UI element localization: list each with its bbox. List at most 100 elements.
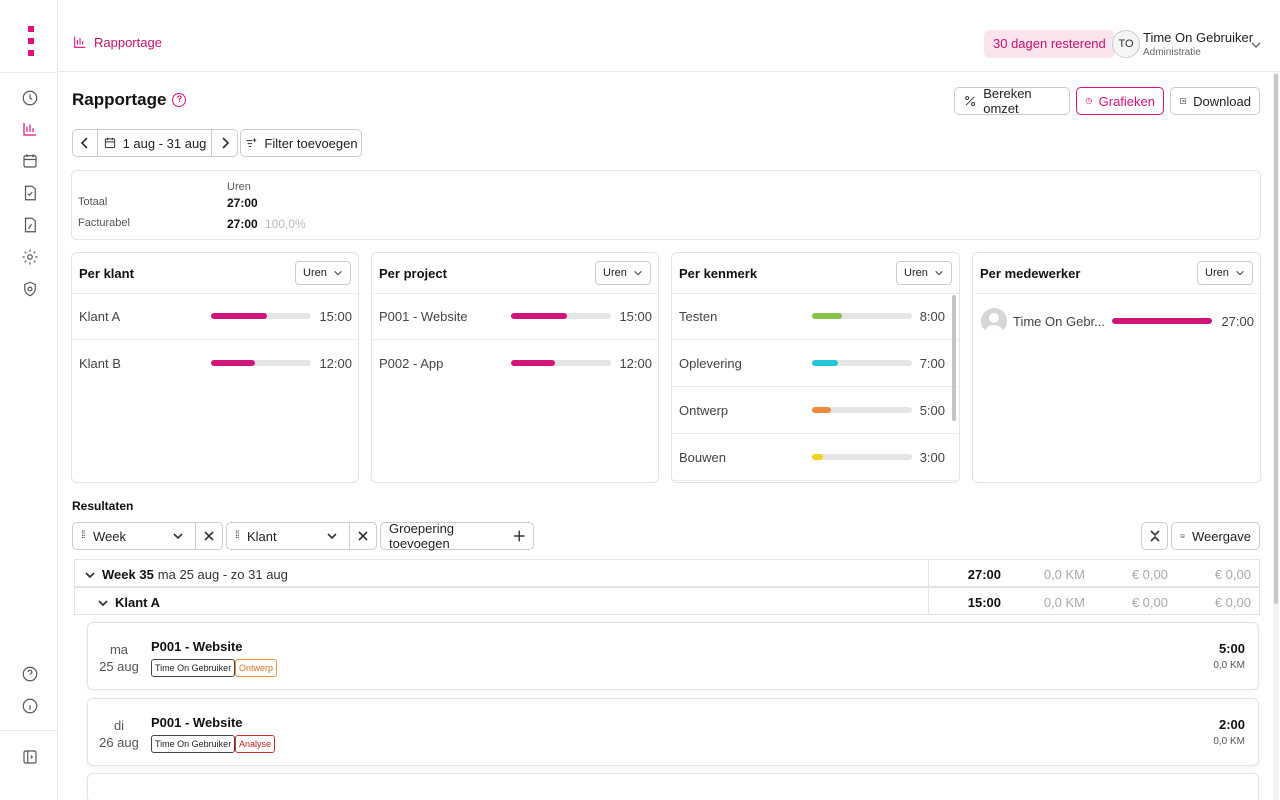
entry-date: 26 aug [99,735,139,750]
entry-attribute-tag: Ontwerp [235,659,278,677]
breadcrumb-label: Rapportage [94,34,162,50]
week-date-range: ma 25 aug - zo 31 aug [157,567,288,582]
view-settings-button[interactable]: Weergave [1171,522,1260,550]
add-grouping-button[interactable]: Groepering toevoegen [380,521,534,551]
divider [72,339,358,340]
group-client-select[interactable]: ⁞⁞ Klant [226,522,350,550]
panel-unit-select[interactable]: Uren [1197,261,1253,285]
table-row-client[interactable]: Klant A 15:00 0,0 KM € 0,00 € 0,00 [74,587,1260,615]
results-title: Resultaten [72,499,134,513]
time-entry-card[interactable]: ma 25 aug P001 - Website Time On Gebruik… [87,622,1259,690]
panel-scrollbar[interactable] [952,295,956,421]
project-row-value: 12:00 [619,356,652,371]
user-name[interactable]: Time On Gebruiker [1143,30,1254,45]
remove-group-week-button[interactable] [195,522,223,550]
attribute-row-label[interactable]: Oplevering [679,356,742,371]
chevron-down-icon[interactable] [84,569,96,581]
panel-per-employee: Per medewerker Uren Time On Gebr... 27:0… [972,252,1261,483]
week-row-label: Week 35 ma 25 aug - zo 31 aug [84,567,288,582]
client-row-label[interactable]: Klant B [79,356,121,371]
client-row-label[interactable]: Klant A [79,309,121,324]
invoice-icon[interactable] [18,213,42,237]
employee-row-value: 27:00 [1221,314,1254,329]
settings-gear-icon[interactable] [18,245,42,269]
collapse-all-button[interactable] [1141,522,1168,550]
table-row-week[interactable]: Week 35 ma 25 aug - zo 31 aug 27:00 0,0 … [74,559,1260,587]
date-range-picker[interactable]: 1 aug - 31 aug [98,129,212,157]
calculate-revenue-button[interactable]: Bereken omzet [954,86,1070,116]
attribute-row-label[interactable]: Testen [679,309,718,324]
project-row-label[interactable]: P002 - App [379,356,444,371]
top-bar: Rapportage 30 dagen resterend TO Time On… [58,0,1280,72]
info-icon[interactable] [18,694,42,718]
attribute-row-label[interactable]: Ontwerp [679,403,729,418]
calendar-icon[interactable] [18,149,42,173]
time-entry-card[interactable] [87,773,1259,800]
drag-handle-icon[interactable]: ⁞⁞ [235,530,240,541]
week-km: 0,0 KM [1043,567,1085,582]
page-scrollbar[interactable] [1273,72,1279,800]
divider [973,293,1260,294]
chevron-down-icon[interactable] [1250,38,1262,50]
remove-group-client-button[interactable] [349,522,377,550]
drag-handle-icon[interactable]: ⁞⁞ [81,530,86,541]
project-row-bar [511,360,611,366]
attribute-row-label[interactable]: Bouwen [679,450,726,465]
help-icon[interactable] [18,662,42,686]
panel-unit-select[interactable]: Uren [595,261,651,285]
layout-settings-icon [1180,534,1185,538]
app-logo[interactable] [26,26,36,60]
chevron-down-icon[interactable] [97,597,109,609]
add-filter-button[interactable]: Filter toevoegen [240,129,362,157]
divider [672,293,959,294]
week-label: Week 35 [102,567,154,582]
breadcrumb[interactable]: Rapportage [72,34,162,50]
charts-button[interactable]: Grafieken [1076,87,1164,115]
time-entry-card[interactable]: di 26 aug P001 - Website Time On Gebruik… [87,698,1259,766]
shield-icon[interactable] [18,277,42,301]
divider [672,433,959,434]
clock-icon[interactable] [18,86,42,110]
panel-unit-select[interactable]: Uren [896,261,952,285]
trial-badge[interactable]: 30 dagen resterend [984,30,1115,58]
week-amount-2: € 0,00 [1214,567,1251,582]
entry-project[interactable]: P001 - Website [151,715,243,730]
bar-fill [1112,318,1212,324]
next-period-button[interactable] [212,129,238,157]
close-icon [204,531,214,541]
calculate-revenue-label: Bereken omzet [983,86,1032,116]
employee-avatar [981,308,1007,334]
document-check-icon[interactable] [18,181,42,205]
help-question-icon[interactable]: ? [172,93,187,107]
collapse-sidebar-icon[interactable] [18,745,42,769]
entry-project[interactable]: P001 - Website [151,639,243,654]
charts-label: Grafieken [1098,93,1155,109]
group-week-select[interactable]: ⁞⁞ Week [72,522,196,550]
panel-unit-select-value: Uren [904,267,928,279]
project-row-value: 15:00 [619,309,652,324]
employee-row-label[interactable]: Time On Gebr... [1013,314,1105,329]
report-chart-icon[interactable] [18,117,42,141]
entry-attribute-tag: Analyse [235,735,276,753]
download-icon [1180,98,1187,104]
panel-unit-select-value: Uren [303,267,327,279]
user-avatar[interactable]: TO [1112,30,1140,58]
page-title-text: Rapportage [72,90,167,109]
chevron-right-icon [221,137,229,149]
entry-km: 0,0 KM [1213,660,1245,671]
page-scrollbar-thumb[interactable] [1274,74,1278,604]
previous-period-button[interactable] [72,129,98,157]
download-button[interactable]: Download [1170,87,1260,115]
entry-weekday: ma [109,642,129,657]
client-label: Klant A [115,595,161,610]
client-row-label: Klant A [97,595,160,610]
week-hours: 27:00 [967,567,1001,582]
attribute-row-bar [812,360,912,366]
totals-label: Totaal [78,196,108,208]
collapse-arrows-icon [1149,530,1160,542]
project-row-bar [511,313,611,319]
project-row-label[interactable]: P001 - Website [379,309,468,324]
client-km: 0,0 KM [1043,595,1085,610]
panel-unit-select[interactable]: Uren [295,261,351,285]
attribute-row-value: 5:00 [919,403,945,418]
